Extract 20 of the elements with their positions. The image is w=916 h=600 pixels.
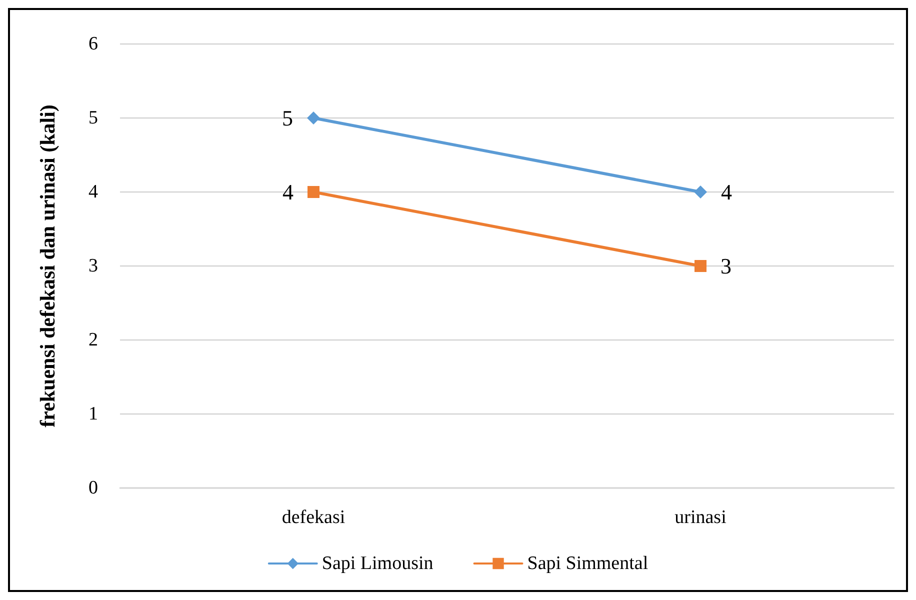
x-tick-label: urinasi xyxy=(674,507,726,528)
y-tick-label: 6 xyxy=(88,34,98,54)
point xyxy=(694,186,707,198)
point xyxy=(694,260,706,272)
data-label: 4 xyxy=(721,180,732,204)
y-tick-label: 0 xyxy=(88,478,98,498)
data-label: 3 xyxy=(720,254,732,278)
point xyxy=(308,186,320,198)
legend-label: Sapi Simmental xyxy=(527,553,648,574)
legend-label: Sapi Limousin xyxy=(322,553,434,574)
y-tick-label: 2 xyxy=(88,330,98,350)
y-tick-label: 3 xyxy=(88,256,98,276)
y-tick-label: 4 xyxy=(88,182,98,202)
y-tick-label: 5 xyxy=(88,108,98,128)
y-axis-title: frekuensi defekasi dan urinasi (kali) xyxy=(36,104,60,428)
y-tick-label: 1 xyxy=(88,404,98,424)
point xyxy=(307,112,320,124)
data-label: 4 xyxy=(282,180,294,204)
x-tick-label: defekasi xyxy=(282,507,346,528)
data-label: 5 xyxy=(282,106,293,130)
